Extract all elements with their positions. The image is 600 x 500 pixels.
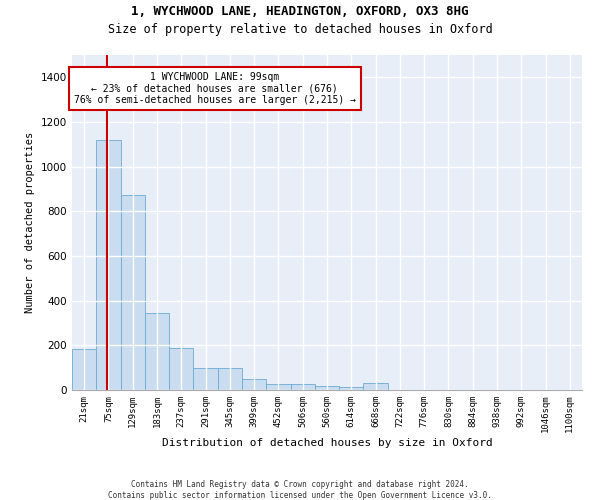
Bar — [72, 348, 96, 390]
Text: 1 WYCHWOOD LANE: 99sqm
← 23% of detached houses are smaller (676)
76% of semi-de: 1 WYCHWOOD LANE: 99sqm ← 23% of detached… — [74, 72, 356, 105]
Bar — [121, 194, 145, 390]
Bar — [96, 140, 121, 390]
Text: 1, WYCHWOOD LANE, HEADINGTON, OXFORD, OX3 8HG: 1, WYCHWOOD LANE, HEADINGTON, OXFORD, OX… — [131, 5, 469, 18]
Text: Size of property relative to detached houses in Oxford: Size of property relative to detached ho… — [107, 22, 493, 36]
X-axis label: Distribution of detached houses by size in Oxford: Distribution of detached houses by size … — [161, 438, 493, 448]
Text: Contains HM Land Registry data © Crown copyright and database right 2024.
Contai: Contains HM Land Registry data © Crown c… — [108, 480, 492, 500]
Bar — [242, 380, 266, 390]
Bar — [218, 368, 242, 390]
Bar — [169, 348, 193, 390]
Bar — [290, 384, 315, 390]
Bar — [315, 386, 339, 390]
Bar — [193, 368, 218, 390]
Bar — [145, 313, 169, 390]
Bar — [339, 386, 364, 390]
Y-axis label: Number of detached properties: Number of detached properties — [25, 132, 35, 313]
Bar — [364, 384, 388, 390]
Bar — [266, 384, 290, 390]
